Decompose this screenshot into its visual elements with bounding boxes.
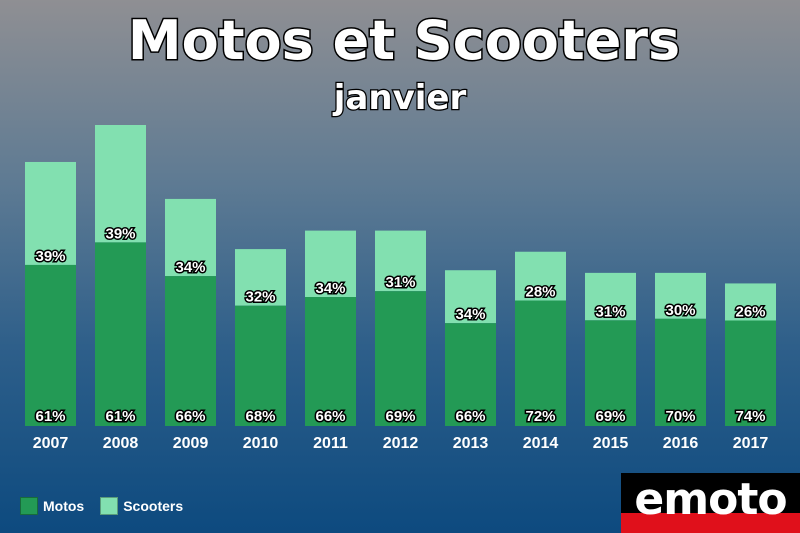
bar-motos-2013 bbox=[445, 323, 496, 426]
bar-scooters-2012 bbox=[375, 230, 426, 292]
label-motos-2007: 61% bbox=[35, 408, 65, 425]
bar-scooters-2011 bbox=[305, 230, 356, 298]
bar-motos-2012 bbox=[375, 291, 426, 426]
bar-scooters-2016 bbox=[655, 272, 706, 319]
legend: Motos Scooters bbox=[20, 497, 199, 515]
bar-motos-2016 bbox=[655, 318, 706, 426]
x-tick-label-2009: 2009 bbox=[173, 435, 209, 452]
x-tick-label-2016: 2016 bbox=[663, 435, 699, 452]
legend-label-scooters: Scooters bbox=[123, 498, 184, 514]
chart-title: Motos et Scooters bbox=[128, 9, 680, 72]
bar-scooters-2010 bbox=[235, 249, 286, 306]
logo-text: emoto bbox=[634, 474, 787, 525]
label-motos-2017: 74% bbox=[735, 408, 765, 425]
legend-label-motos: Motos bbox=[43, 498, 85, 514]
label-scooters-2013: 34% bbox=[455, 306, 485, 323]
label-scooters-2015: 31% bbox=[595, 303, 625, 320]
logo-red-band bbox=[621, 513, 800, 533]
label-scooters-2014: 28% bbox=[525, 284, 555, 301]
bar-scooters-2015 bbox=[585, 272, 636, 321]
legend-item-scooters: Scooters bbox=[100, 497, 183, 515]
bar-motos-2010 bbox=[235, 305, 286, 426]
bar-motos-2008 bbox=[95, 242, 146, 426]
label-scooters-2010: 32% bbox=[245, 289, 275, 306]
legend-swatch-scooters bbox=[100, 497, 119, 515]
label-scooters-2009: 34% bbox=[175, 259, 205, 276]
label-motos-2010: 68% bbox=[245, 408, 275, 425]
label-motos-2013: 66% bbox=[455, 408, 485, 425]
x-tick-label-2012: 2012 bbox=[383, 435, 419, 452]
label-motos-2014: 72% bbox=[525, 408, 555, 425]
x-tick-label-2014: 2014 bbox=[523, 435, 559, 452]
bar-motos-2007 bbox=[25, 264, 76, 426]
chart-subtitle: janvier bbox=[332, 78, 467, 118]
label-scooters-2008: 39% bbox=[105, 225, 135, 242]
legend-item-motos: Motos bbox=[20, 497, 84, 515]
label-scooters-2017: 26% bbox=[735, 303, 765, 320]
label-motos-2011: 66% bbox=[315, 408, 345, 425]
bar-scooters-2009 bbox=[165, 198, 216, 277]
label-motos-2009: 66% bbox=[175, 408, 205, 425]
bar-scooters-2014 bbox=[515, 251, 566, 301]
bar-motos-2014 bbox=[515, 300, 566, 426]
x-tick-label-2017: 2017 bbox=[733, 435, 769, 452]
bars-group: 39% 61% 2007 39% 61% 2008 34% 66% 2009 32% 68% 2010… bbox=[25, 125, 776, 452]
bar-motos-2009 bbox=[165, 276, 216, 426]
label-scooters-2016: 30% bbox=[665, 302, 695, 319]
x-tick-label-2010: 2010 bbox=[243, 435, 279, 452]
x-tick-label-2011: 2011 bbox=[313, 435, 348, 452]
label-scooters-2007: 39% bbox=[35, 248, 65, 265]
label-motos-2012: 69% bbox=[385, 408, 415, 425]
emoto-logo: emoto bbox=[621, 473, 800, 533]
bar-motos-2017 bbox=[725, 320, 776, 426]
label-scooters-2012: 31% bbox=[385, 274, 415, 291]
label-motos-2016: 70% bbox=[665, 408, 695, 425]
x-tick-label-2008: 2008 bbox=[103, 435, 139, 452]
bar-scooters-2007 bbox=[25, 161, 76, 265]
label-motos-2015: 69% bbox=[595, 408, 625, 425]
legend-swatch-motos bbox=[20, 497, 38, 515]
bar-scooters-2013 bbox=[445, 270, 496, 324]
label-motos-2008: 61% bbox=[105, 408, 135, 425]
bar-scooters-2008 bbox=[95, 125, 146, 243]
bar-motos-2011 bbox=[305, 297, 356, 426]
label-scooters-2011: 34% bbox=[315, 280, 345, 297]
bar-motos-2015 bbox=[585, 320, 636, 426]
x-tick-label-2015: 2015 bbox=[593, 435, 629, 452]
bar-scooters-2017 bbox=[725, 283, 776, 321]
x-tick-label-2007: 2007 bbox=[33, 435, 69, 452]
x-tick-label-2013: 2013 bbox=[453, 435, 489, 452]
